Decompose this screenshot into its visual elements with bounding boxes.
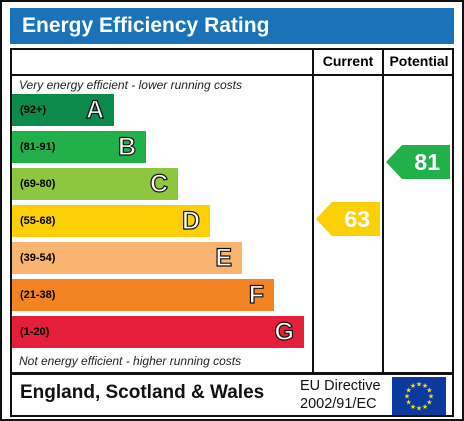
footer-region-label: England, Scotland & Wales	[20, 382, 265, 403]
eu-stars: ★★★★★★★★★ ★ ★★	[404, 381, 434, 413]
eu-star-icon: ★	[416, 381, 422, 389]
band-letter: C	[149, 169, 168, 198]
eu-star-icon: ★	[422, 403, 428, 411]
column-header-current: Current	[322, 53, 374, 69]
band-letter: D	[181, 206, 200, 235]
eu-star-icon: ★	[404, 393, 410, 401]
eu-star-icon: ★	[405, 399, 411, 407]
band-range: (1-20)	[20, 326, 50, 338]
band-letter: G	[274, 317, 295, 346]
potential-rating-arrow: 81	[386, 145, 450, 179]
band-letter: E	[215, 243, 233, 272]
band-d: (55-68) D	[12, 205, 210, 237]
column-divider-current	[312, 48, 314, 374]
eu-directive-line2: 2002/91/EC	[300, 396, 377, 412]
band-range: (21-38)	[20, 289, 56, 301]
band-range: (81-91)	[20, 141, 56, 153]
band-b: (81-91) B	[12, 131, 146, 163]
header-divider	[10, 74, 454, 76]
band-a: (92+) A	[12, 94, 114, 126]
eu-star-icon: ★	[416, 405, 422, 413]
eu-star-icon: ★	[405, 387, 411, 395]
column-divider-potential	[382, 48, 384, 374]
band-range: (55-68)	[20, 215, 56, 227]
band-range: (39-54)	[20, 252, 56, 264]
eu-directive-line1: EU Directive	[300, 378, 381, 394]
band-letter: B	[117, 132, 136, 161]
eu-directive: EU Directive 2002/91/EC	[300, 377, 381, 413]
arrow-shape	[316, 202, 380, 236]
eu-star-icon: ★	[410, 382, 416, 390]
eu-star-icon: ★	[410, 403, 416, 411]
page-title: Energy Efficiency Rating	[10, 8, 454, 44]
band-f: (21-38) F	[12, 279, 274, 311]
band-range: (69-80)	[20, 178, 56, 190]
band-g: (1-20) G	[12, 316, 304, 348]
eu-star-icon: ★	[428, 393, 434, 401]
band-letter: A	[85, 95, 104, 124]
eu-star-icon: ★	[422, 382, 428, 390]
band-c: (69-80) C	[12, 168, 178, 200]
band-range: (92+)	[20, 104, 46, 116]
note-very-efficient: Very energy efficient - lower running co…	[19, 78, 242, 92]
eu-star-icon: ★	[426, 387, 432, 395]
band-e: (39-54) E	[12, 242, 242, 274]
footer-box	[10, 373, 454, 417]
band-letter: F	[248, 280, 265, 309]
arrow-shape	[386, 145, 450, 179]
note-not-efficient: Not energy efficient - higher running co…	[19, 354, 242, 368]
current-rating-arrow: 63	[316, 202, 380, 236]
eu-flag-icon: ★ ★ ★ ★ ★ ★ ★ ★ ★ ★ ★ ★	[392, 377, 446, 415]
column-header-potential: Potential	[389, 53, 449, 69]
current-rating-value: 63	[344, 206, 370, 232]
potential-rating-value: 81	[414, 149, 440, 175]
eu-star-icon: ★	[426, 399, 432, 407]
